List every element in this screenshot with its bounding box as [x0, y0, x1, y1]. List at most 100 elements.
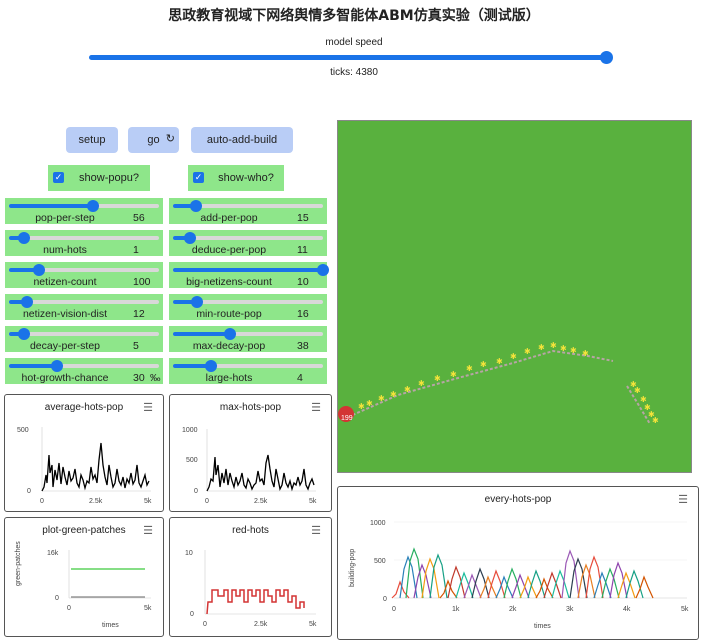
slider-label: deduce-per-pop: [191, 244, 267, 256]
slider-value[interactable]: 10: [297, 276, 309, 288]
hamburger-menu-icon[interactable]: ☰: [311, 525, 321, 537]
series-line: [617, 571, 636, 599]
slider-netizen-count[interactable]: netizen-count 100: [5, 262, 163, 288]
slider-value[interactable]: 30: [133, 372, 145, 384]
slider-track[interactable]: [9, 364, 159, 368]
slider-track[interactable]: [173, 364, 323, 368]
x-tick-label: 0: [67, 605, 71, 612]
netizen-icon: ✱: [418, 379, 425, 388]
slider-netizen-vision-dist[interactable]: netizen-vision-dist 12: [5, 294, 163, 320]
slider-thumb[interactable]: [21, 296, 33, 308]
hamburger-menu-icon[interactable]: ☰: [143, 525, 153, 537]
show-popu-switch[interactable]: ✓ show-popu?: [48, 165, 150, 191]
slider-value[interactable]: 100: [133, 276, 151, 288]
plot-red-hots: red-hots ☰ 10 0 0 2.5k 5k: [169, 517, 332, 637]
auto-add-build-button[interactable]: auto-add-build: [191, 127, 293, 153]
slider-big-netizens-count[interactable]: big-netizens-count 10: [169, 262, 329, 288]
slider-num-hots[interactable]: num-hots 1: [5, 230, 163, 256]
netizen-icon: ✱: [366, 399, 373, 408]
checkbox-checked-icon[interactable]: ✓: [53, 172, 64, 183]
slider-thumb[interactable]: [224, 328, 236, 340]
series-line: [399, 555, 418, 599]
slider-thumb[interactable]: [87, 200, 99, 212]
slider-track[interactable]: [173, 204, 323, 208]
slider-thumb[interactable]: [33, 264, 45, 276]
x-axis-label: times: [102, 622, 119, 629]
slider-thumb[interactable]: [184, 232, 196, 244]
slider-max-decay-pop[interactable]: max-decay-pop 38: [169, 326, 327, 352]
y-tick-label: 0: [383, 596, 387, 603]
slider-deduce-per-pop[interactable]: deduce-per-pop 11: [169, 230, 327, 256]
slider-decay-per-step[interactable]: decay-per-step 5: [5, 326, 163, 352]
speed-slider-track[interactable]: [89, 55, 609, 60]
slider-thumb[interactable]: [317, 264, 329, 276]
go-button[interactable]: go ↻: [128, 127, 179, 153]
slider-track[interactable]: [9, 332, 159, 336]
x-tick-label: 5k: [144, 605, 152, 612]
slider-fill: [9, 332, 24, 336]
setup-button[interactable]: setup: [66, 127, 118, 153]
slider-pop-per-step[interactable]: pop-per-step 56: [5, 198, 163, 224]
series-line: [511, 573, 530, 599]
x-tick-label: 2.5k: [254, 498, 268, 505]
slider-thumb[interactable]: [18, 232, 30, 244]
y-tick-label: 16k: [47, 550, 59, 557]
hamburger-menu-icon[interactable]: ☰: [143, 402, 153, 414]
slider-label: netizen-vision-dist: [22, 308, 108, 320]
slider-thumb[interactable]: [191, 296, 203, 308]
netizen-icon: ✱: [404, 385, 411, 394]
plot-every-hots-pop: every-hots-pop ☰ 1000 500 0 0 1k 2k 3k 4…: [337, 486, 699, 640]
slider-track[interactable]: [9, 268, 159, 272]
series-line: [405, 547, 424, 599]
checkbox-checked-icon[interactable]: ✓: [193, 172, 204, 183]
slider-thumb[interactable]: [205, 360, 217, 372]
netizen-group: ✱ ✱✱ ✱✱✱✱ ✱✱ ✱ ✱✱✱ ✱ ✱ ✱ ✱ ✱✱✱✱✱✱✱: [358, 341, 659, 425]
slider-track[interactable]: [173, 236, 323, 240]
slider-thumb[interactable]: [51, 360, 63, 372]
y-tick-label: 10: [185, 550, 193, 557]
slider-value[interactable]: 5: [133, 340, 139, 352]
slider-fill: [173, 236, 190, 240]
hamburger-menu-icon[interactable]: ☰: [678, 494, 688, 506]
slider-hot-growth-chance[interactable]: hot-growth-chance 30 ‰: [5, 358, 163, 384]
slider-track[interactable]: [173, 332, 323, 336]
series-line: [421, 557, 440, 599]
series-line: [535, 577, 554, 599]
world-view[interactable]: ✱ ✱ ✱ ✱ ✱ ✱ ✱ ✱ ✱ ✱ ✱ ✱ ✱ ✱ ✱ ✱ ✱ ✱ ✱ ✱ ✱ ✱ ✱ ✱ 199: [337, 120, 692, 473]
slider-value[interactable]: 12: [133, 308, 145, 320]
series-line: [429, 553, 448, 599]
slider-add-per-pop[interactable]: add-per-pop 15: [169, 198, 327, 224]
hot-spot-icon: [338, 406, 354, 422]
netizen-icon: ✱: [644, 403, 651, 412]
slider-value[interactable]: 16: [297, 308, 309, 320]
slider-value[interactable]: 1: [133, 244, 139, 256]
slider-label: netizen-count: [33, 276, 97, 288]
slider-min-route-pop[interactable]: min-route-pop 16: [169, 294, 327, 320]
series-line: [635, 575, 654, 599]
show-who-switch[interactable]: ✓ show-who?: [188, 165, 284, 191]
slider-value[interactable]: 15: [297, 212, 309, 224]
slider-track[interactable]: [173, 300, 323, 304]
netizen-icon: ✱: [538, 343, 545, 352]
plot-title: plot-green-patches: [42, 525, 126, 536]
slider-value[interactable]: 56: [133, 212, 145, 224]
slider-label: decay-per-step: [29, 340, 101, 352]
slider-value[interactable]: 38: [297, 340, 309, 352]
slider-label: num-hots: [43, 244, 87, 256]
plot-title: red-hots: [232, 525, 269, 536]
slider-thumb[interactable]: [190, 200, 202, 212]
speed-slider-thumb[interactable]: [600, 51, 613, 64]
series-line: [569, 557, 588, 599]
slider-thumb[interactable]: [18, 328, 30, 340]
netizen-icon: ✱: [496, 357, 503, 366]
x-tick-label: 5k: [309, 498, 317, 505]
series-line: [585, 555, 604, 599]
slider-value[interactable]: 11: [297, 244, 308, 256]
slider-track[interactable]: [9, 236, 159, 240]
slider-value[interactable]: 4: [297, 372, 303, 384]
x-tick-label: 0: [205, 498, 209, 505]
slider-large-hots[interactable]: large-hots 4: [169, 358, 327, 384]
hamburger-menu-icon[interactable]: ☰: [311, 402, 321, 414]
go-button-label: go: [147, 134, 160, 146]
slider-track[interactable]: [9, 300, 159, 304]
